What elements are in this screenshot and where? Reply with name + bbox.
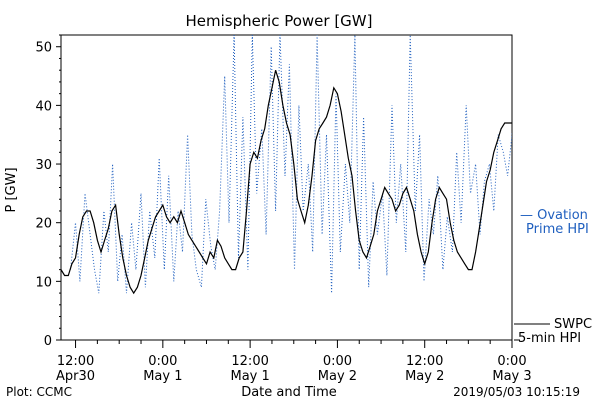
x-tick-date-label: Apr30 [56, 369, 95, 384]
x-tick-time-label: 12:00 [57, 354, 94, 369]
y-axis-label: P [GW] [4, 167, 19, 212]
x-tick-date-label: May 1 [230, 369, 269, 384]
series-layer [61, 35, 512, 295]
plot-credit: Plot: CCMC [6, 385, 72, 399]
legend-ovation: — Ovation Prime HPI [520, 208, 589, 237]
plot-frame [60, 34, 513, 341]
legend-swpc-line2: 5-min HPI [518, 331, 581, 346]
x-tick-time-label: 0:00 [323, 354, 352, 369]
x-tick-time-label: 0:00 [497, 354, 526, 369]
x-tick-date-label: May 3 [492, 369, 531, 384]
x-tick-time-label: 12:00 [406, 354, 443, 369]
legend-ovation-line2: Prime HPI [526, 222, 589, 237]
y-axis: 0 10 20 30 40 50 [35, 34, 61, 349]
x-tick-time-label: 12:00 [231, 354, 268, 369]
y-tick-label: 0 [44, 334, 52, 349]
series-swpc-line [61, 70, 512, 295]
plot-timestamp: 2019/05/03 10:15:19 [453, 385, 580, 399]
y-tick-label: 20 [35, 217, 52, 232]
x-tick-date-label: May 2 [318, 369, 357, 384]
legend-swpc: SWPC 5-min HPI [514, 317, 592, 346]
chart-title: Hemispheric Power [GW] [186, 12, 373, 30]
x-tick-date-label: May 1 [143, 369, 182, 384]
series-ovation-prime-line [70, 35, 512, 294]
legend-swpc-line1: SWPC [554, 317, 592, 332]
y-tick-label: 50 [35, 41, 52, 56]
x-tick-time-label: 0:00 [148, 354, 177, 369]
y-tick-label: 10 [35, 275, 52, 290]
x-axis-label: Date and Time [241, 385, 337, 400]
legend-ovation-line1: — Ovation [520, 208, 588, 223]
y-tick-label: 30 [35, 158, 52, 173]
x-tick-date-label: May 2 [405, 369, 444, 384]
y-tick-label: 40 [35, 99, 52, 114]
